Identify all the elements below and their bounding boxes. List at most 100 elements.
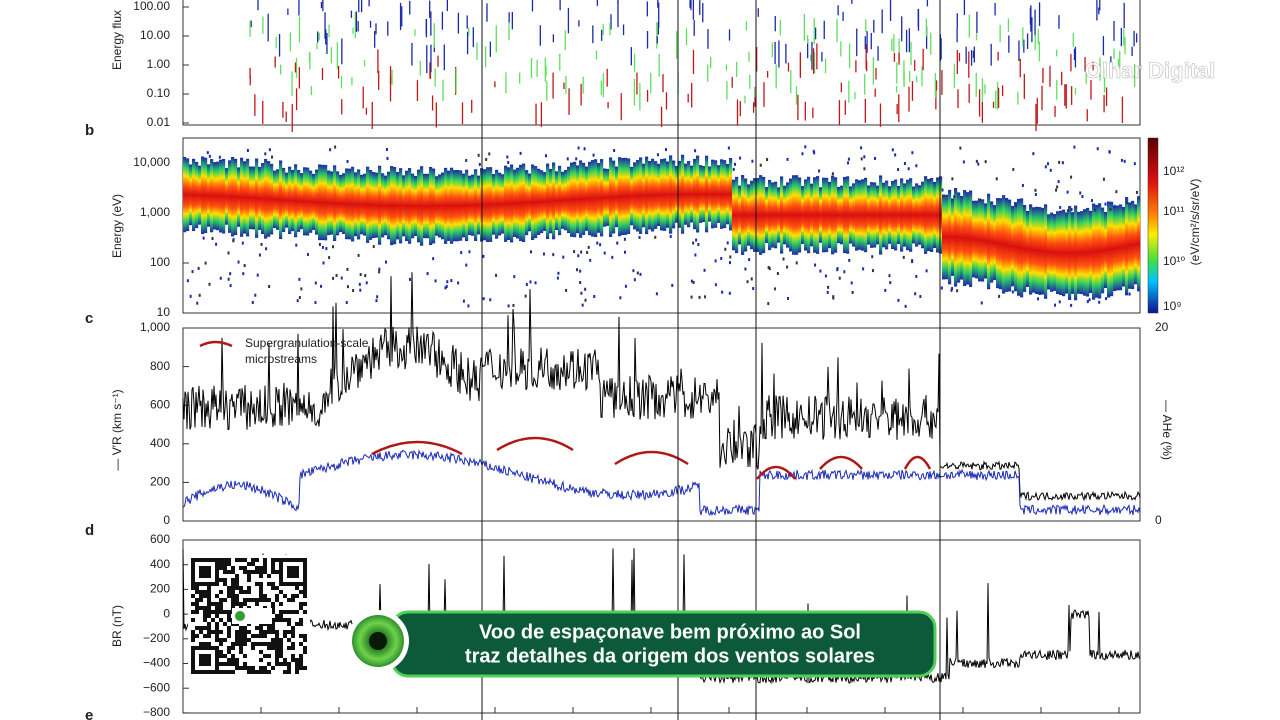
spectrogram-speck: [314, 281, 317, 285]
spectrogram-speck: [359, 288, 362, 292]
qr-cell: [271, 646, 275, 650]
qr-cell: [215, 622, 219, 626]
spectrogram-column: [852, 183, 856, 247]
qr-cell: [235, 662, 239, 666]
spectrogram-speck: [863, 155, 866, 159]
spectrogram-speck: [874, 156, 877, 160]
spectrogram-speck: [1102, 177, 1105, 181]
y-axis-label: BR (nT): [110, 605, 124, 647]
spectrogram-column: [897, 185, 901, 245]
spectrogram-speck: [1066, 209, 1069, 213]
qr-cell: [267, 662, 271, 666]
spectrogram-speck: [208, 154, 211, 158]
qr-cell: [291, 642, 295, 646]
spectrogram-speck: [995, 177, 998, 181]
spectrogram-speck: [656, 153, 659, 157]
spectrogram-speck: [314, 301, 317, 305]
spectrogram-speck: [462, 299, 465, 303]
qr-cell: [231, 590, 235, 594]
spectrogram-speck: [804, 145, 807, 149]
spectrogram-column: [501, 174, 505, 234]
spectrogram-column: [909, 178, 913, 252]
qr-cell: [239, 630, 243, 634]
spectrogram-column: [903, 183, 907, 247]
spectrogram-speck: [1058, 300, 1061, 304]
spectrogram-speck: [375, 299, 378, 303]
spectrogram-speck: [445, 285, 448, 289]
spectrogram-speck: [318, 242, 321, 246]
y-tick-label: 0.01: [147, 115, 171, 129]
qr-cell: [287, 630, 291, 634]
spectrogram-column: [189, 164, 193, 226]
spectrogram-column: [639, 157, 643, 234]
spectrogram-speck: [862, 267, 865, 271]
spectrogram-column: [933, 182, 937, 248]
spectrogram-column: [285, 172, 289, 228]
y-tick-label: −800: [143, 705, 170, 719]
qr-cell: [303, 634, 307, 638]
y-tick-label: 10: [157, 305, 171, 319]
qr-cell: [231, 654, 235, 658]
qr-cell: [231, 594, 235, 598]
qr-cell: [247, 562, 251, 566]
qr-cell: [267, 582, 271, 586]
spectrogram-speck: [197, 266, 200, 270]
spectrogram-speck: [818, 169, 821, 173]
spectrogram-speck: [593, 294, 596, 298]
spectrogram-column: [765, 187, 769, 243]
qr-cell: [199, 626, 203, 630]
spectrogram-column: [942, 194, 946, 280]
spectrogram-speck: [346, 267, 349, 271]
spectrogram-speck: [720, 257, 723, 261]
spectrogram-column: [342, 173, 346, 235]
spectrogram-speck: [592, 153, 595, 157]
spectrogram-speck: [636, 271, 639, 275]
spectrogram-speck: [690, 295, 693, 299]
spectrogram-speck: [714, 259, 717, 263]
spectrogram-column: [1023, 204, 1027, 292]
spectrogram-column: [429, 166, 433, 246]
spectrogram-speck: [576, 268, 579, 272]
spectrogram-speck: [1012, 167, 1015, 171]
legend-text: microstreams: [245, 352, 317, 366]
spectrogram-speck: [208, 282, 211, 286]
qr-cell: [203, 634, 207, 638]
y-tick-label: 0: [163, 513, 170, 527]
spectrogram-speck: [623, 250, 626, 254]
spectrogram-speck: [911, 259, 914, 263]
qr-cell: [255, 670, 259, 674]
spectrogram-speck: [345, 301, 348, 305]
qr-cell: [215, 634, 219, 638]
qr-cell: [195, 586, 199, 590]
spectrogram-speck: [786, 265, 789, 269]
spectrogram-column: [201, 156, 205, 234]
qr-cell: [255, 582, 259, 586]
spectrogram-speck: [752, 287, 755, 291]
spectrogram-speck: [728, 261, 731, 265]
y-tick-label: 1,000: [140, 320, 170, 334]
qr-cell: [275, 642, 279, 646]
qr-cell: [295, 666, 299, 670]
spectrogram-speck: [565, 288, 568, 292]
spectrogram-speck: [1056, 185, 1059, 189]
qr-cell: [263, 630, 267, 634]
qr-cell: [231, 578, 235, 582]
qr-cell: [211, 618, 215, 622]
spectrogram-column: [558, 165, 562, 236]
qr-cell: [275, 558, 279, 562]
qr-cell: [291, 646, 295, 650]
spectrogram-speck: [386, 156, 389, 160]
spectrogram-speck: [331, 245, 334, 249]
spectrogram-column: [267, 161, 271, 237]
spectrogram-column: [1050, 212, 1054, 292]
qr-cell: [291, 594, 295, 598]
panel-frame: [182, 539, 1141, 714]
qr-cell: [271, 626, 275, 630]
spectrogram-column: [435, 176, 439, 236]
spectrogram-column: [213, 162, 217, 230]
spectrogram-column: [468, 175, 472, 235]
qr-cell: [247, 670, 251, 674]
spectrogram-column: [258, 166, 262, 230]
spectrogram-column: [339, 174, 343, 233]
right-axis-label: — AHe (%): [1160, 400, 1174, 460]
